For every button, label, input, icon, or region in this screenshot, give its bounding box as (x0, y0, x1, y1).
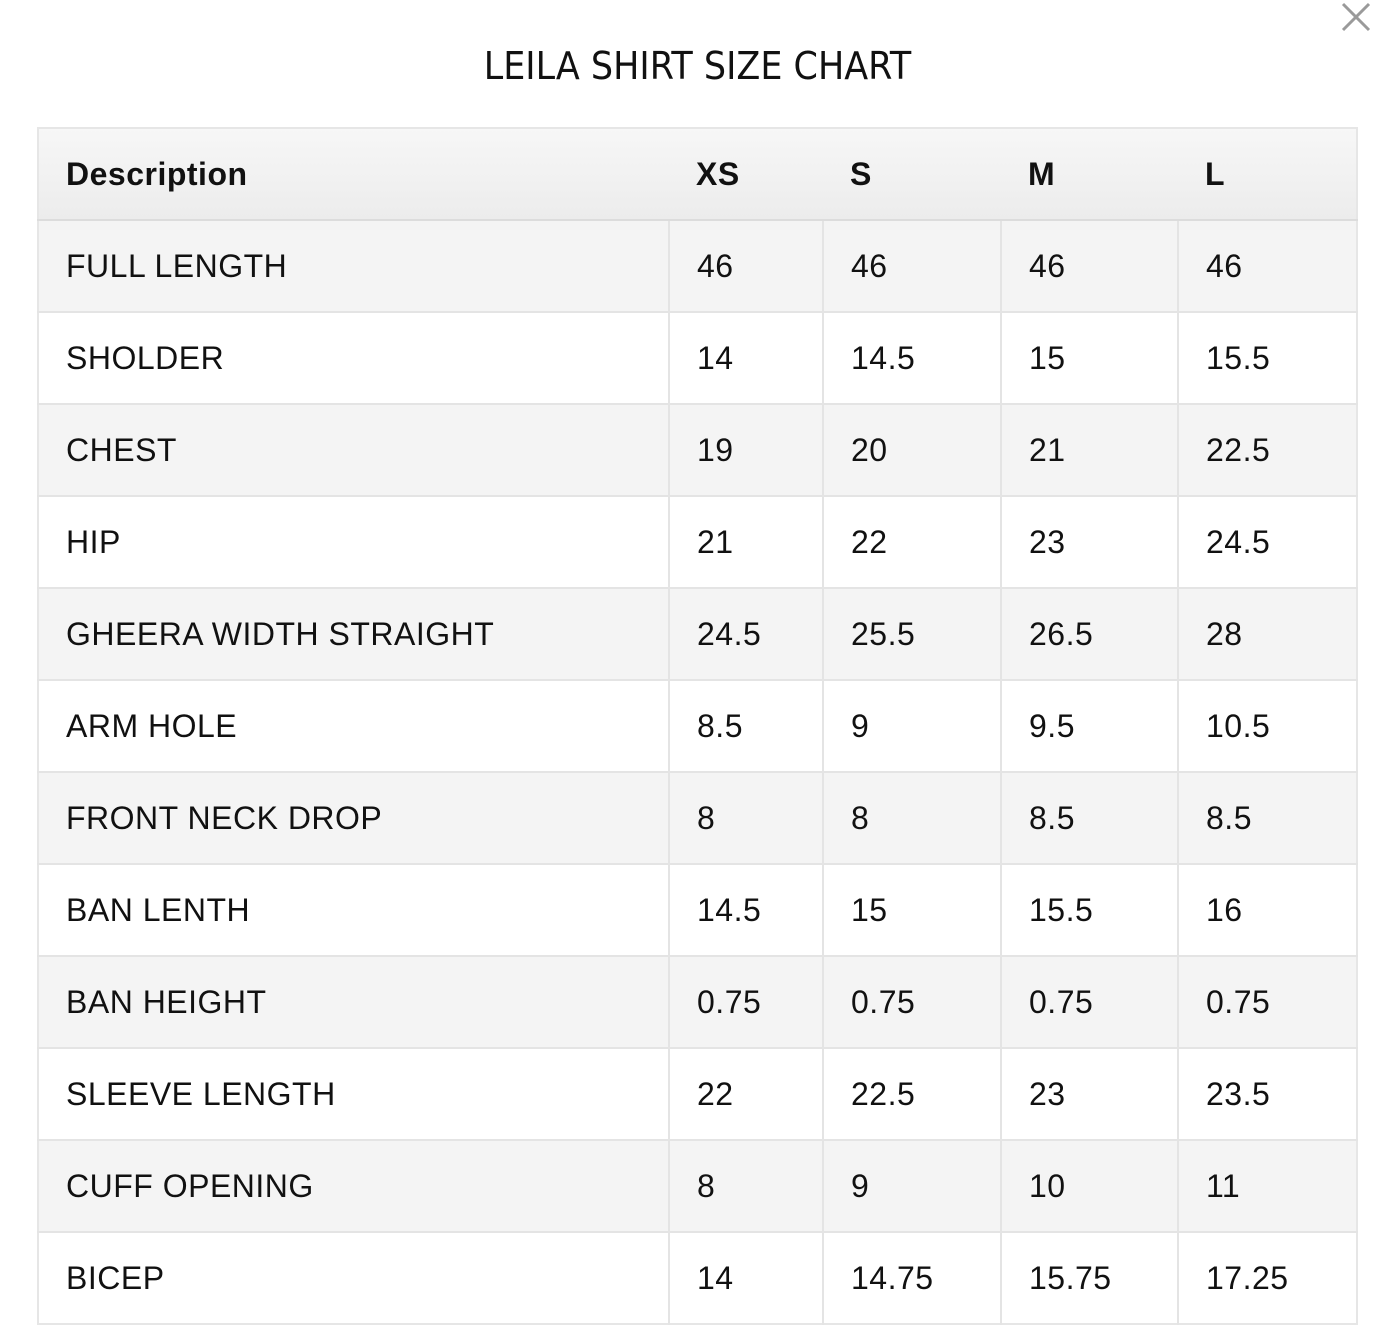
column-header-xs: XS (669, 128, 823, 221)
cell-m: 23 (1000, 495, 1178, 588)
table-row: BAN LENTH 14.5 15 15.5 16 (38, 863, 1357, 956)
cell-s: 15 (822, 863, 1001, 956)
cell-m: 10 (1000, 1139, 1178, 1232)
cell-s: 8 (822, 771, 1001, 864)
size-chart-table-container: Description XS S M L FULL LENGTH 46 46 46 46… (37, 127, 1358, 1325)
table-row: BICEP 14 14.75 15.75 17.25 (38, 1231, 1357, 1324)
cell-description: ARM HOLE (38, 679, 669, 772)
cell-l: 10.5 (1177, 679, 1357, 772)
table-row: SLEEVE LENGTH 22 22.5 23 23.5 (38, 1047, 1357, 1140)
cell-description: BAN HEIGHT (38, 955, 669, 1048)
cell-l: 46 (1177, 219, 1357, 312)
cell-description: FRONT NECK DROP (38, 771, 669, 864)
cell-xs: 22 (668, 1047, 823, 1140)
cell-description: FULL LENGTH (38, 219, 669, 312)
table-row: ARM HOLE 8.5 9 9.5 10.5 (38, 679, 1357, 772)
cell-xs: 0.75 (668, 955, 823, 1048)
cell-xs: 8.5 (668, 679, 823, 772)
cell-l: 0.75 (1177, 955, 1357, 1048)
column-header-m: M (1001, 128, 1178, 221)
close-icon (1341, 2, 1371, 32)
cell-description: BICEP (38, 1231, 669, 1324)
cell-xs: 24.5 (668, 587, 823, 680)
cell-l: 11 (1177, 1139, 1357, 1232)
cell-m: 15.5 (1000, 863, 1178, 956)
cell-xs: 8 (668, 1139, 823, 1232)
cell-l: 15.5 (1177, 311, 1357, 404)
cell-l: 24.5 (1177, 495, 1357, 588)
cell-s: 14.75 (822, 1231, 1001, 1324)
cell-l: 16 (1177, 863, 1357, 956)
cell-m: 15 (1000, 311, 1178, 404)
cell-description: CUFF OPENING (38, 1139, 669, 1232)
table-row: FULL LENGTH 46 46 46 46 (38, 219, 1357, 312)
cell-s: 46 (822, 219, 1001, 312)
cell-description: SLEEVE LENGTH (38, 1047, 669, 1140)
table-row: CHEST 19 20 21 22.5 (38, 403, 1357, 496)
cell-m: 8.5 (1000, 771, 1178, 864)
cell-xs: 46 (668, 219, 823, 312)
cell-m: 46 (1000, 219, 1178, 312)
cell-m: 23 (1000, 1047, 1178, 1140)
cell-s: 9 (822, 679, 1001, 772)
cell-description: HIP (38, 495, 669, 588)
column-header-l: L (1178, 128, 1357, 221)
table-row: BAN HEIGHT 0.75 0.75 0.75 0.75 (38, 955, 1357, 1048)
cell-xs: 14 (668, 1231, 823, 1324)
table-row: SHOLDER 14 14.5 15 15.5 (38, 311, 1357, 404)
cell-l: 8.5 (1177, 771, 1357, 864)
table-header-row: Description XS S M L (38, 128, 1357, 221)
cell-l: 28 (1177, 587, 1357, 680)
cell-l: 22.5 (1177, 403, 1357, 496)
table-row: CUFF OPENING 8 9 10 11 (38, 1139, 1357, 1232)
cell-s: 25.5 (822, 587, 1001, 680)
cell-description: BAN LENTH (38, 863, 669, 956)
cell-xs: 8 (668, 771, 823, 864)
table-row: GHEERA WIDTH STRAIGHT 24.5 25.5 26.5 28 (38, 587, 1357, 680)
cell-s: 9 (822, 1139, 1001, 1232)
column-header-description: Description (38, 128, 669, 221)
cell-xs: 21 (668, 495, 823, 588)
cell-l: 17.25 (1177, 1231, 1357, 1324)
page-title: LEILA SHIRT SIZE CHART (483, 44, 912, 88)
cell-l: 23.5 (1177, 1047, 1357, 1140)
cell-s: 22 (822, 495, 1001, 588)
cell-m: 21 (1000, 403, 1178, 496)
cell-s: 14.5 (822, 311, 1001, 404)
cell-m: 26.5 (1000, 587, 1178, 680)
cell-xs: 14.5 (668, 863, 823, 956)
column-header-s: S (823, 128, 1001, 221)
cell-xs: 19 (668, 403, 823, 496)
cell-s: 20 (822, 403, 1001, 496)
cell-description: CHEST (38, 403, 669, 496)
cell-xs: 14 (668, 311, 823, 404)
cell-description: GHEERA WIDTH STRAIGHT (38, 587, 669, 680)
cell-m: 9.5 (1000, 679, 1178, 772)
cell-description: SHOLDER (38, 311, 669, 404)
cell-m: 15.75 (1000, 1231, 1178, 1324)
cell-s: 22.5 (822, 1047, 1001, 1140)
cell-m: 0.75 (1000, 955, 1178, 1048)
table-row: HIP 21 22 23 24.5 (38, 495, 1357, 588)
cell-s: 0.75 (822, 955, 1001, 1048)
size-chart-table: Description XS S M L FULL LENGTH 46 46 46 46… (37, 127, 1358, 1325)
table-row: FRONT NECK DROP 8 8 8.5 8.5 (38, 771, 1357, 864)
close-button[interactable] (1339, 0, 1373, 34)
